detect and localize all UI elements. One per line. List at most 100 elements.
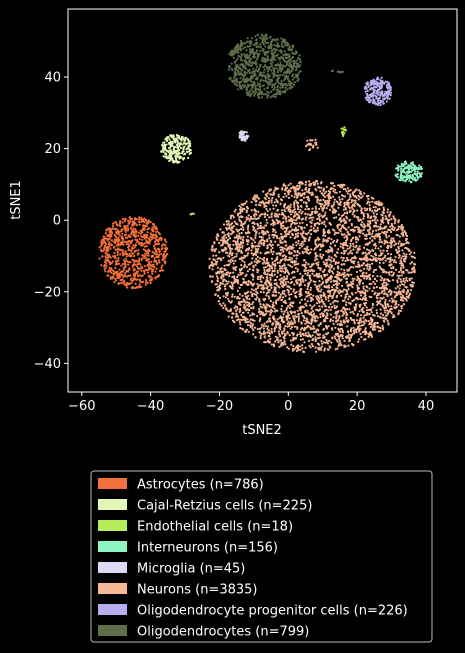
data-point	[234, 309, 238, 312]
data-point	[236, 306, 239, 309]
data-point	[420, 175, 423, 178]
data-point	[120, 273, 123, 276]
data-point	[415, 167, 418, 170]
data-point	[124, 257, 127, 260]
data-point	[222, 273, 225, 276]
data-point	[410, 251, 413, 254]
data-point	[366, 224, 369, 227]
data-point	[366, 194, 369, 197]
data-point	[355, 270, 358, 274]
data-point	[322, 341, 325, 344]
data-point	[264, 193, 267, 196]
data-point	[276, 208, 280, 211]
data-point	[274, 287, 277, 290]
data-point	[112, 269, 115, 273]
data-point	[322, 198, 325, 201]
data-point	[283, 205, 286, 208]
data-point	[354, 199, 357, 202]
data-point	[231, 293, 234, 296]
data-point	[315, 308, 318, 311]
data-point	[265, 320, 268, 323]
data-point	[291, 228, 294, 231]
data-point	[280, 246, 283, 249]
data-point	[318, 202, 321, 205]
data-point	[179, 146, 182, 150]
data-point	[348, 295, 351, 298]
data-point	[279, 274, 282, 277]
data-point	[329, 187, 332, 191]
data-point	[316, 316, 319, 319]
data-point	[247, 214, 250, 217]
data-point	[229, 261, 232, 264]
data-point	[113, 272, 116, 275]
data-point	[221, 249, 224, 252]
data-point	[219, 239, 222, 242]
data-point	[379, 245, 383, 248]
data-point	[150, 260, 153, 263]
data-point	[274, 231, 277, 234]
data-point	[326, 199, 329, 202]
data-point	[323, 303, 326, 306]
data-point	[216, 266, 219, 269]
data-point	[327, 257, 330, 260]
data-point	[327, 204, 330, 207]
data-point	[404, 255, 407, 258]
data-point	[365, 309, 369, 312]
data-point	[344, 239, 348, 242]
data-point	[122, 262, 125, 266]
data-point	[241, 246, 244, 249]
data-point	[397, 291, 400, 295]
data-point	[253, 319, 256, 322]
data-point	[398, 235, 401, 238]
data-point	[345, 190, 348, 193]
data-point	[303, 193, 306, 196]
data-point	[256, 271, 259, 274]
data-point	[279, 239, 282, 242]
data-point	[413, 270, 416, 273]
data-point	[239, 283, 242, 286]
data-point	[120, 282, 123, 285]
data-point	[268, 199, 271, 202]
series-0	[98, 216, 169, 290]
data-point	[366, 313, 369, 316]
data-point	[410, 288, 413, 292]
data-point	[222, 278, 225, 281]
data-point	[335, 231, 338, 235]
data-point	[288, 298, 291, 301]
data-point	[295, 257, 298, 260]
data-point	[331, 286, 334, 289]
data-point	[386, 303, 389, 306]
data-point	[373, 293, 376, 296]
data-point	[145, 236, 148, 239]
data-point	[346, 187, 349, 190]
data-point	[266, 277, 269, 280]
data-point	[124, 225, 127, 228]
data-point	[330, 260, 333, 263]
data-point	[379, 254, 383, 257]
data-point	[362, 215, 365, 218]
data-point	[307, 269, 310, 272]
data-point	[147, 260, 150, 264]
data-point	[268, 332, 271, 335]
data-point	[268, 319, 272, 322]
data-point	[387, 271, 390, 274]
data-point	[311, 319, 314, 322]
data-point	[280, 319, 283, 322]
data-point	[340, 232, 343, 236]
data-point	[275, 325, 278, 328]
data-point	[267, 291, 270, 294]
data-point	[119, 225, 122, 228]
data-point	[303, 284, 306, 287]
data-point	[381, 305, 384, 308]
data-point	[317, 299, 320, 302]
data-point	[285, 255, 288, 258]
data-point	[154, 242, 157, 245]
data-point	[296, 347, 300, 350]
data-point	[345, 316, 348, 319]
data-point	[146, 240, 149, 243]
data-point	[252, 307, 255, 310]
data-point	[348, 246, 351, 249]
data-point	[286, 322, 289, 325]
data-point	[350, 342, 354, 346]
data-point	[322, 229, 325, 232]
